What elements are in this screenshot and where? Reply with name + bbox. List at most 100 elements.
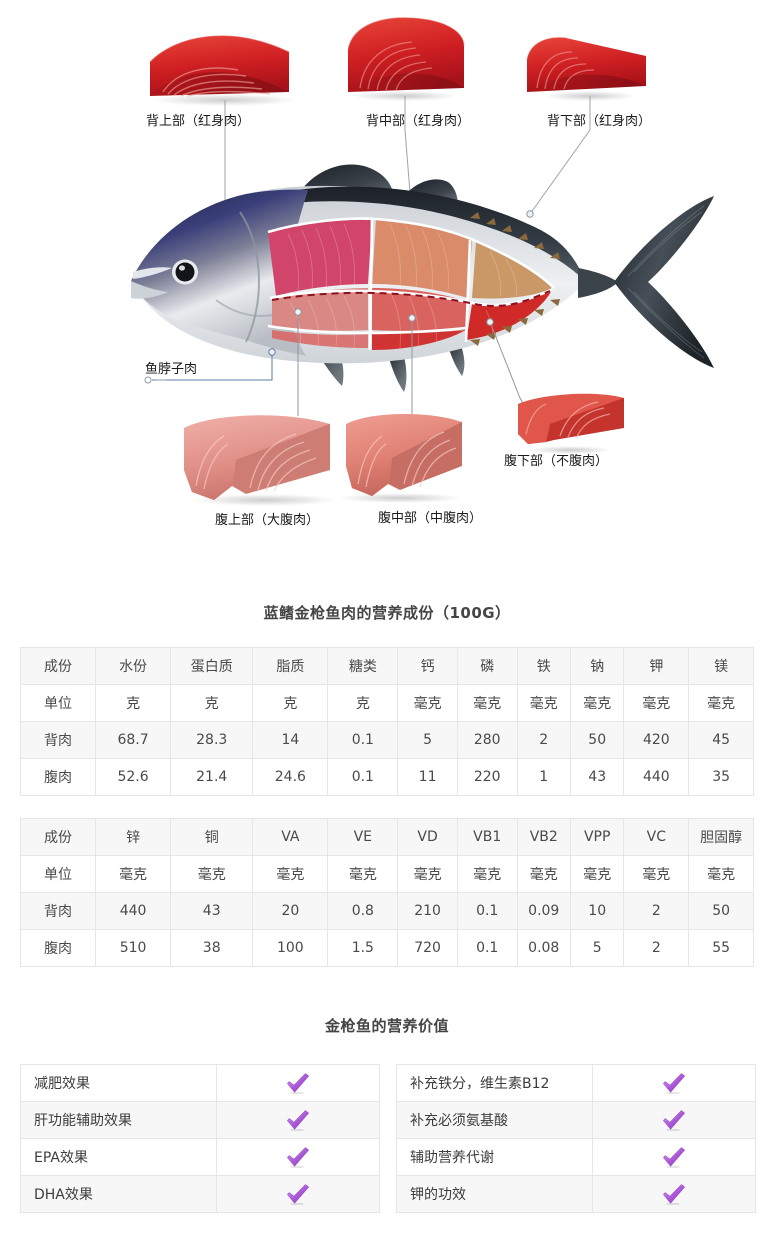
meat-block-back-upper: [149, 35, 297, 106]
label-belly-middle: 腹中部（中腹肉）: [378, 511, 483, 526]
vitamins-header-cell: 成份: [19, 818, 97, 856]
benefit-left-label: EPA效果: [20, 1138, 217, 1176]
section-back-upper: [268, 218, 372, 296]
vitamins-row-label: 单位: [19, 855, 97, 893]
vitamins-header-cell: VC: [623, 818, 690, 856]
benefit-right-label: 钾的功效: [396, 1175, 593, 1213]
benefit-right-row: 补充铁分，维生素B12: [396, 1064, 756, 1102]
minerals-cell: 45: [688, 721, 754, 759]
tuna-fish-illustration: [131, 164, 714, 392]
benefit-left-check-cell: [216, 1064, 380, 1102]
nutrition-table-vitamins: 成份锌铜 VA VE VD VB1 VB2 VPP VC 胆固醇 单位 毫克 毫克 毫克 毫克 毫克 毫克 毫克…: [19, 818, 754, 967]
minerals-cell: 毫克: [688, 684, 754, 722]
minerals-header-cell: 镁: [688, 647, 754, 685]
checkmark-icon: [287, 1073, 309, 1094]
label-back-lower: 背下部（红身肉）: [547, 114, 652, 129]
vitamins-header-cell: VPP: [569, 818, 625, 856]
vitamins-cell: 2: [623, 892, 690, 930]
vitamins-cell: 43: [170, 892, 254, 930]
minerals-row: 腹肉 52.6 21.4 24.6 0.1 11 220 1 43 440 35: [19, 758, 754, 796]
vitamins-cell: 5: [569, 929, 625, 967]
vitamins-cell: 55: [688, 929, 754, 967]
benefit-left-row: 减肥效果: [20, 1064, 380, 1102]
vitamins-header-cell: VA: [252, 818, 329, 856]
minerals-header-cell: 糖类: [327, 647, 399, 685]
minerals-row-label: 背肉: [19, 721, 97, 759]
benefit-right-row: 钾的功效: [396, 1175, 756, 1213]
minerals-row-label: 单位: [19, 684, 97, 722]
label-belly-lower: 腹下部（不腹肉）: [504, 454, 609, 469]
minerals-header-cell: 钙: [397, 647, 458, 685]
label-back-middle: 背中部（红身肉）: [366, 114, 471, 129]
minerals-cell: 21.4: [170, 758, 254, 796]
minerals-cell: 1: [516, 758, 571, 796]
minerals-cell: 28.3: [170, 721, 254, 759]
vitamins-cell: 0.09: [516, 892, 571, 930]
benefits-table-left: 减肥效果 肝功能辅助效果 EPA效果 DHA效果: [20, 1064, 380, 1213]
benefits-table-right: 补充铁分，维生素B12 补充必须氨基酸 辅助营养代谢 钾的功效: [396, 1064, 756, 1213]
vitamins-cell: 1.5: [327, 929, 399, 967]
benefit-right-row: 补充必须氨基酸: [396, 1101, 756, 1139]
minerals-cell: 68.7: [95, 721, 172, 759]
benefit-left-check-cell: [216, 1101, 380, 1139]
benefit-right-check-cell: [592, 1175, 756, 1213]
minerals-header-cell: 成份: [19, 647, 97, 685]
minerals-cell: 14: [252, 721, 329, 759]
minerals-cell: 420: [623, 721, 690, 759]
caudal-peduncle: [578, 268, 618, 298]
vitamins-cell: 2: [623, 929, 690, 967]
vitamins-header-cell: 胆固醇: [688, 818, 754, 856]
checkmark-icon: [663, 1147, 685, 1168]
minerals-cell: 220: [456, 758, 518, 796]
fish-lower-jaw: [131, 281, 168, 299]
fish-dorsal-region: [180, 186, 586, 282]
vitamins-cell: 0.1: [456, 892, 518, 930]
vitamins-row: 单位 毫克 毫克 毫克 毫克 毫克 毫克 毫克 毫克 毫克 毫克: [19, 855, 754, 893]
checkmark-icon: [663, 1073, 685, 1094]
minerals-header-cell: 脂质: [252, 647, 329, 685]
vitamins-cell: 毫克: [397, 855, 458, 893]
benefit-right-label: 补充必须氨基酸: [396, 1101, 593, 1139]
vitamins-cell: 毫克: [252, 855, 329, 893]
vitamins-cell: 10: [569, 892, 625, 930]
vitamins-row-label: 腹肉: [19, 929, 97, 967]
vitamins-cell: 50: [688, 892, 754, 930]
minerals-row-label: 腹肉: [19, 758, 97, 796]
minerals-row: 单位克克克克毫克 毫克 毫克 毫克 毫克 毫克: [19, 684, 754, 722]
minerals-header-cell: 蛋白质: [170, 647, 254, 685]
fish-upper-jaw: [133, 267, 172, 279]
minerals-cell: 440: [623, 758, 690, 796]
lateral-line-dashed: [271, 290, 551, 307]
vitamins-cell: 毫克: [623, 855, 690, 893]
minerals-cell: 0.1: [327, 758, 399, 796]
vitamins-row: 成份锌铜 VA VE VD VB1 VB2 VPP VC 胆固醇: [19, 818, 754, 856]
minerals-cell: 克: [327, 684, 399, 722]
vitamins-cell: 720: [397, 929, 458, 967]
section-back-lower: [472, 242, 552, 299]
vitamins-cell: 0.8: [327, 892, 399, 930]
minerals-cell: 2: [516, 721, 571, 759]
caudal-fin: [614, 196, 714, 368]
minerals-cell: 毫克: [569, 684, 625, 722]
checkmark-icon: [663, 1184, 685, 1205]
benefit-right-label: 补充铁分，维生素B12: [396, 1064, 593, 1102]
minerals-cell: 毫克: [397, 684, 458, 722]
dorsal-finlets: [470, 212, 560, 259]
minerals-cell: 0.1: [327, 721, 399, 759]
leader-line-neck: [152, 352, 273, 381]
nutrition-title: 蓝鳍金枪鱼肉的营养成份（100G）: [263, 604, 511, 622]
nutrition-table-minerals: 成份 水份 蛋白质 脂质 糖类钙磷铁钠钾镁单位克克克克毫克 毫克 毫克 毫克 毫克 毫克 背肉 68.…: [19, 647, 754, 796]
ventral-finlets: [470, 299, 560, 346]
vitamins-row: 腹肉 510 38 100 1.5 720 0.1 0.08 5 2 55: [19, 929, 754, 967]
vitamins-cell: 0.08: [516, 929, 571, 967]
minerals-row: 成份 水份 蛋白质 脂质 糖类钙磷铁钠钾镁: [19, 647, 754, 685]
benefits-title: 金枪鱼的营养价值: [324, 1017, 449, 1035]
minerals-cell: 5: [397, 721, 458, 759]
section-belly-upper: [272, 288, 368, 331]
minerals-cell: 50: [569, 721, 625, 759]
vitamins-cell: 100: [252, 929, 329, 967]
benefit-left-row: DHA效果: [20, 1175, 380, 1213]
benefit-right-label: 辅助营养代谢: [396, 1138, 593, 1176]
meat-block-belly-lower: [518, 393, 624, 454]
